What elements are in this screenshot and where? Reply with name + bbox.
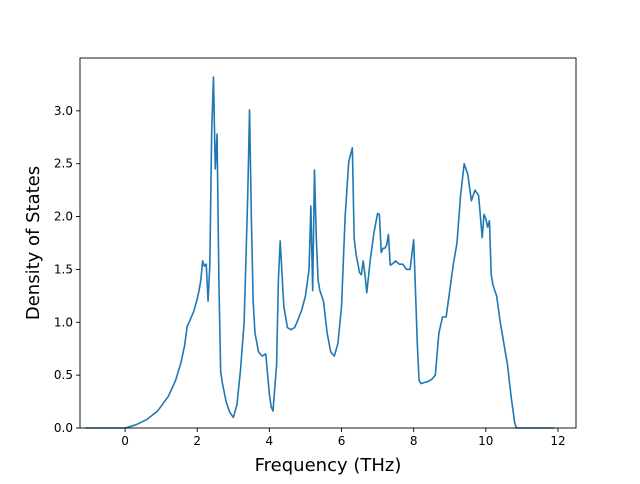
- y-tick-label: 2.5: [54, 157, 73, 171]
- plot-frame: [79, 57, 577, 429]
- plot-area: [80, 58, 576, 428]
- x-tick-label: 8: [410, 434, 418, 448]
- x-tick-label: 2: [193, 434, 201, 448]
- y-tick-label: 2.0: [54, 210, 73, 224]
- y-tick-label: 0.0: [54, 421, 73, 435]
- y-tick-label: 1.0: [54, 315, 73, 329]
- tick-layer: 0 2 4 6 8 10 12 0.0 0.5 1.0 1.5 2.0 2.5 3.0: [54, 104, 566, 448]
- x-tick-label: 6: [338, 434, 346, 448]
- x-axis-label: Frequency (THz): [255, 455, 402, 476]
- x-tick-label: 10: [478, 434, 493, 448]
- y-tick-label: 0.5: [54, 368, 73, 382]
- x-tick-label: 4: [266, 434, 274, 448]
- x-tick-label: 0: [121, 434, 129, 448]
- y-tick-label: 1.5: [54, 262, 73, 276]
- dos-series-line: [85, 76, 555, 429]
- x-tick-label: 12: [550, 434, 565, 448]
- y-axis-label: Density of States: [23, 166, 44, 320]
- y-tick-label: 3.0: [54, 104, 73, 118]
